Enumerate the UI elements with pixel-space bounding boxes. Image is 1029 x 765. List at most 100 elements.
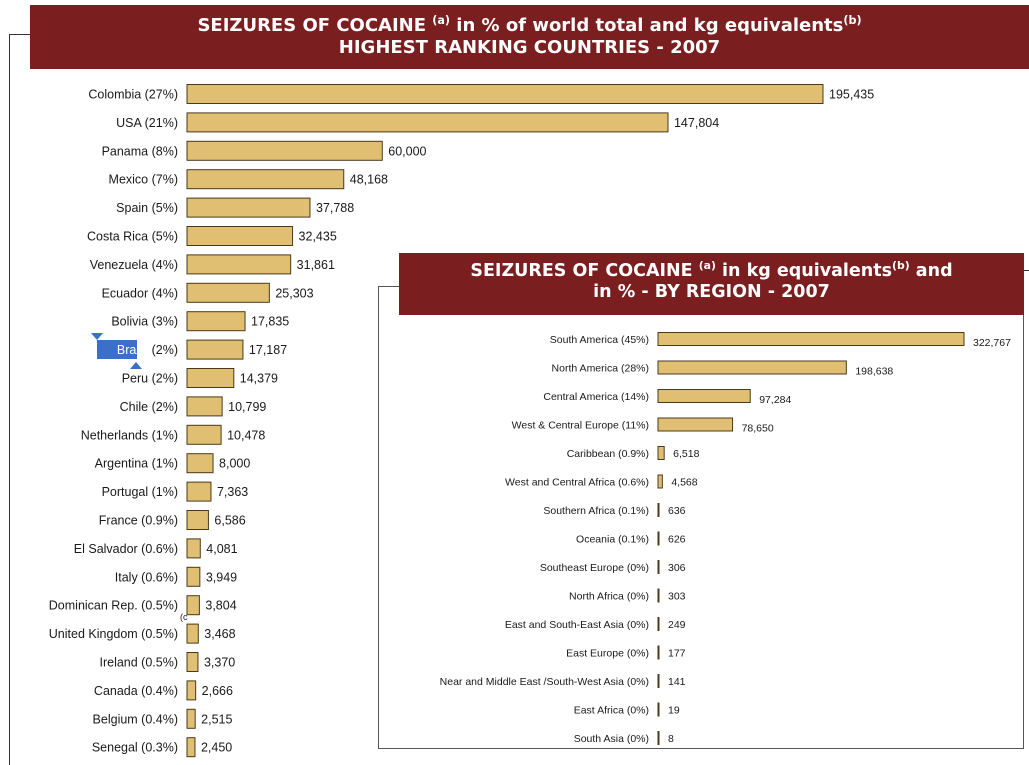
region-bar-south-asia [657, 731, 660, 745]
region-label-southern-africa: Southern Africa (0.1%) [543, 505, 649, 517]
bar-belgium [186, 708, 196, 729]
category-label-argentina: Argentina (1%) [95, 457, 178, 471]
value-label-chile: 10,799 [228, 400, 266, 414]
category-label-senegal: Senegal (0.3%) [92, 741, 178, 755]
region-label-east-europe: East Europe (0%) [566, 648, 649, 660]
bar-dominican-rep- [186, 595, 200, 616]
value-label-usa: 147,804 [674, 116, 719, 130]
bar-venezuela [186, 254, 292, 275]
selection-handle-start-icon[interactable] [91, 333, 103, 340]
bar-ecuador [186, 282, 270, 303]
region-value-label-south-asia: 8 [668, 733, 674, 745]
value-label-united-kingdom: 3,468 [204, 627, 235, 641]
chart1-title-banner: SEIZURES OF COCAINE (a) in % of world to… [30, 5, 1029, 69]
selection-handle-end-icon[interactable] [130, 362, 142, 369]
region-value-label-east-europe: 177 [668, 648, 686, 660]
region-label-oceania: Oceania (0.1%) [576, 534, 649, 546]
bar-france [186, 510, 209, 530]
region-label-southeast-europe: Southeast Europe (0%) [540, 562, 649, 574]
region-value-label-caribbean: 6,518 [673, 448, 699, 460]
region-label-central-america: Central America (14%) [543, 391, 649, 403]
chart1-title-line1: SEIZURES OF COCAINE (a) in % of world to… [197, 14, 862, 36]
bar-bolivia [186, 311, 246, 332]
bar-canada [186, 680, 197, 701]
value-label-spain: 37,788 [316, 201, 354, 215]
category-label-italy: Italy (0.6%) [115, 570, 178, 584]
region-value-label-north-africa: 303 [668, 591, 686, 603]
bar-spain [186, 197, 311, 218]
category-label-venezuela: Venezuela (4%) [90, 258, 178, 272]
category-label-part-selected: Brazil [117, 343, 148, 357]
value-label-bolivia: 17,835 [251, 315, 289, 329]
category-label-costa-rica: Costa Rica (5%) [87, 230, 178, 244]
bar-senegal [186, 737, 196, 758]
region-bar-west-and-central-africa [657, 474, 663, 489]
region-value-label-southeast-europe: 306 [668, 562, 686, 574]
region-bar-oceania [657, 531, 660, 546]
bar-brazil [186, 339, 244, 360]
chart1-frame-top [9, 34, 31, 35]
region-value-label-near-and-middle-east-south-west-asia: 141 [668, 676, 686, 688]
bar-chile [186, 396, 223, 417]
value-label-mexico: 48,168 [350, 173, 388, 187]
chart1-footnote-c: (c [180, 612, 188, 622]
bar-usa [186, 112, 669, 133]
bar-costa-rica [186, 226, 294, 246]
value-label-italy: 3,949 [206, 570, 237, 584]
category-label-bolivia: Bolivia (3%) [111, 315, 178, 329]
bar-panama [186, 140, 383, 161]
region-bar-central-america [657, 389, 751, 403]
value-label-belgium: 2,515 [201, 712, 232, 726]
value-label-netherlands: 10,478 [227, 428, 265, 442]
region-label-north-africa: North Africa (0%) [569, 591, 649, 603]
value-label-el-salvador: 4,081 [206, 542, 237, 556]
value-label-colombia: 195,435 [829, 88, 874, 102]
region-bar-south-america [657, 332, 965, 346]
category-label-peru: Peru (2%) [122, 372, 178, 386]
region-value-label-west-and-central-africa: 4,568 [671, 477, 697, 489]
category-label-dominican-rep-: Dominican Rep. (0.5%) [49, 599, 178, 613]
region-label-east-africa: East Africa (0%) [574, 705, 649, 717]
bar-argentina [186, 453, 214, 474]
bar-portugal [186, 481, 212, 502]
category-label-france: France (0.9%) [99, 514, 178, 528]
category-label-usa: USA (21%) [116, 116, 178, 130]
bar-ireland [186, 652, 199, 672]
value-label-senegal: 2,450 [201, 741, 232, 755]
region-label-south-america: South America (45%) [550, 334, 649, 346]
value-label-dominican-rep-: 3,804 [205, 599, 236, 613]
region-value-label-oceania: 626 [668, 534, 686, 546]
category-label-belgium: Belgium (0.4%) [93, 712, 178, 726]
chart2-frame-right-tick [1023, 270, 1029, 271]
category-label-canada: Canada (0.4%) [94, 684, 178, 698]
category-label-united-kingdom: United Kingdom (0.5%) [49, 627, 178, 641]
region-value-label-central-america: 97,284 [759, 394, 791, 406]
category-label-colombia: Colombia (27%) [88, 88, 178, 102]
category-label-part-rest: (2%) [148, 343, 178, 357]
region-bar-east-europe [657, 645, 660, 660]
bar-el-salvador [186, 538, 201, 559]
value-label-venezuela: 31,861 [297, 258, 335, 272]
region-bar-east-africa [657, 702, 660, 717]
region-bar-southeast-europe [657, 560, 660, 574]
category-label-ireland: Ireland (0.5%) [99, 656, 178, 670]
region-value-label-north-america: 198,638 [855, 366, 893, 378]
bar-netherlands [186, 424, 222, 445]
region-bar-north-america [657, 360, 847, 375]
region-value-label-east-and-south-east-asia: 249 [668, 619, 686, 631]
category-label-portugal: Portugal (1%) [102, 485, 178, 499]
category-label-mexico: Mexico (7%) [109, 173, 178, 187]
value-label-canada: 2,666 [202, 684, 233, 698]
category-label-spain: Spain (5%) [116, 201, 178, 215]
region-label-north-america: North America (28%) [552, 363, 649, 375]
brazil-selection-highlight[interactable] [97, 340, 137, 359]
region-bar-caribbean [657, 446, 665, 460]
chart2-title-line2: in % - BY REGION - 2007 [593, 282, 830, 303]
region-label-west-central-europe: West & Central Europe (11%) [512, 420, 649, 432]
chart1-title-line2: HIGHEST RANKING COUNTRIES - 2007 [338, 36, 721, 58]
value-label-france: 6,586 [214, 514, 245, 528]
region-value-label-west-central-europe: 78,650 [742, 423, 774, 435]
value-label-portugal: 7,363 [217, 485, 248, 499]
